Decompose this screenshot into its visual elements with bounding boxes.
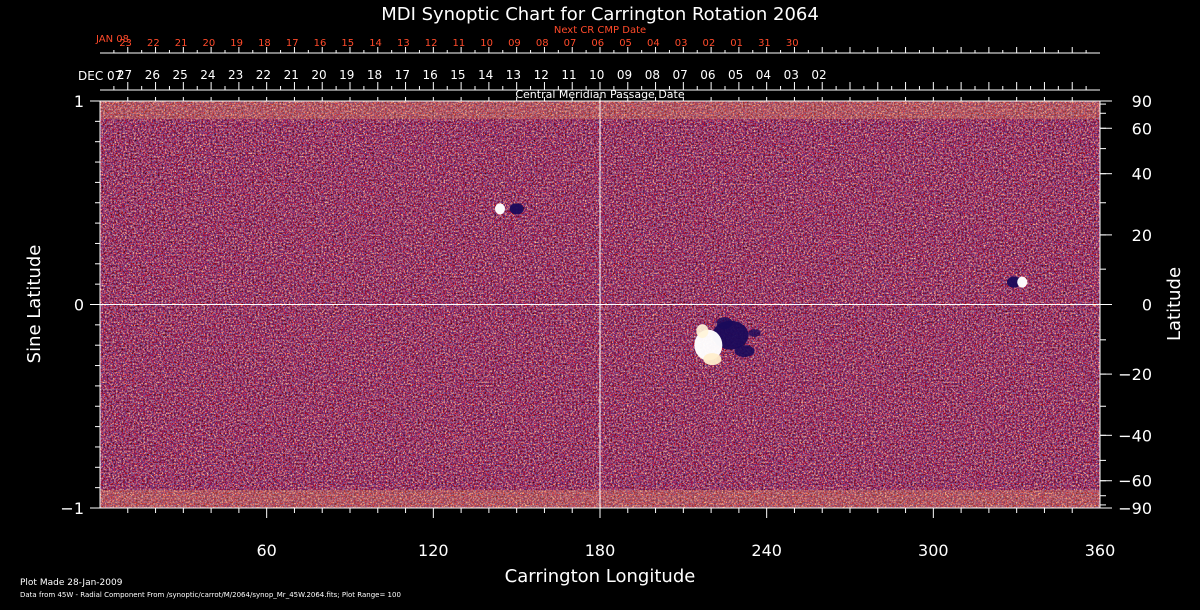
cmp-date-label: 17 bbox=[395, 68, 410, 82]
cmp-date-label: 24 bbox=[200, 68, 215, 82]
cmp-date-label: 05 bbox=[728, 68, 743, 82]
next-cr-date-label: 02 bbox=[703, 38, 716, 49]
cmp-date-label: 02 bbox=[811, 68, 826, 82]
y-right-tick-label: −40 bbox=[1118, 426, 1152, 445]
y-right-tick-label: 90 bbox=[1132, 92, 1152, 111]
y-right-tick-label: 60 bbox=[1132, 119, 1152, 138]
next-cr-date-label: 19 bbox=[230, 38, 243, 49]
next-cr-date-label: 13 bbox=[397, 38, 410, 49]
x-tick-label: 120 bbox=[418, 541, 449, 560]
cmp-date-label: 26 bbox=[145, 68, 160, 82]
next-cr-axis-label: Next CR CMP Date bbox=[554, 25, 646, 36]
next-cr-date-label: 09 bbox=[508, 38, 521, 49]
next-cr-date-label: 22 bbox=[147, 38, 160, 49]
positive-polarity bbox=[495, 203, 505, 215]
cmp-date-label: 12 bbox=[534, 68, 549, 82]
cmp-date-label: 16 bbox=[422, 68, 437, 82]
next-cr-date-label: 10 bbox=[480, 38, 493, 49]
positive-polarity bbox=[703, 353, 722, 366]
negative-polarity bbox=[509, 203, 524, 215]
x-tick-label: 300 bbox=[918, 541, 949, 560]
cmp-date-label: 27 bbox=[117, 68, 132, 82]
x-tick-label: 360 bbox=[1085, 541, 1116, 560]
next-cr-date-label: 21 bbox=[175, 38, 188, 49]
x-axis: 60 120 180 240 300 360 bbox=[127, 97, 1116, 560]
y-right-tick-label: 40 bbox=[1132, 165, 1152, 184]
cmp-date-label: 03 bbox=[784, 68, 799, 82]
negative-polarity bbox=[734, 345, 755, 358]
cmp-date-label: 25 bbox=[172, 68, 187, 82]
next-cr-date-label: 15 bbox=[341, 38, 354, 49]
cmp-date-label: 10 bbox=[589, 68, 604, 82]
cmp-date-label: 21 bbox=[284, 68, 299, 82]
next-cr-date-label: 23 bbox=[119, 38, 132, 49]
cmp-date-label: 04 bbox=[756, 68, 771, 82]
y-left-tick-label: 0 bbox=[74, 296, 84, 315]
cmp-date-label: 08 bbox=[645, 68, 660, 82]
cmp-date-ticks: 27 26 25 24 23 22 21 20 19 18 17 16 15 14 13 12 11 10 09 08… bbox=[113, 68, 1087, 90]
next-cr-date-label: 01 bbox=[730, 38, 743, 49]
y-right-tick-label: −20 bbox=[1118, 365, 1152, 384]
next-cr-date-label: 20 bbox=[203, 38, 216, 49]
cmp-date-label: 09 bbox=[617, 68, 632, 82]
next-cr-date-label: 06 bbox=[591, 38, 604, 49]
data-source-note: Data from 45W - Radial Component From /s… bbox=[20, 591, 401, 599]
next-cr-date-label: 18 bbox=[258, 38, 271, 49]
cmp-date-label: 23 bbox=[228, 68, 243, 82]
next-cr-date-label: 11 bbox=[453, 38, 466, 49]
next-cr-date-label: 17 bbox=[286, 38, 299, 49]
cmp-date-label: 06 bbox=[700, 68, 715, 82]
cmp-date-label: 19 bbox=[339, 68, 354, 82]
negative-polarity bbox=[1006, 276, 1021, 288]
cmp-start-label: DEC 07 bbox=[78, 69, 122, 83]
cmp-date-label: 22 bbox=[256, 68, 271, 82]
next-cr-date-label: 14 bbox=[369, 38, 382, 49]
y-axis-label-left: Sine Latitude bbox=[24, 245, 45, 364]
x-tick-label: 240 bbox=[751, 541, 782, 560]
y-left-tick-label: 1 bbox=[74, 92, 84, 111]
negative-polarity bbox=[748, 329, 761, 338]
positive-polarity bbox=[1017, 276, 1028, 288]
cmp-date-label: 20 bbox=[311, 68, 326, 82]
y-axis-right: 90 60 40 20 0 −20 −40 −60 −90 bbox=[1100, 92, 1152, 518]
next-cr-date-label: 05 bbox=[619, 38, 632, 49]
next-cr-date-label: 08 bbox=[536, 38, 549, 49]
next-cr-date-label: 07 bbox=[564, 38, 577, 49]
next-cr-date-label: 03 bbox=[675, 38, 688, 49]
spot-east bbox=[1006, 276, 1028, 288]
y-axis-label-right: Latitude bbox=[1164, 267, 1185, 341]
x-tick-label: 60 bbox=[256, 541, 276, 560]
y-right-tick-label: 0 bbox=[1142, 296, 1152, 315]
negative-polarity bbox=[716, 317, 733, 330]
next-cr-date-label: 31 bbox=[758, 38, 771, 49]
next-cr-date-ticks: 23 22 21 20 19 18 17 16 15 14 13 12 11 10 09 08 07 06 05 04… bbox=[113, 38, 1087, 53]
next-cr-date-label: 16 bbox=[314, 38, 327, 49]
next-cr-start-label: JAN 08 bbox=[95, 34, 129, 45]
y-right-tick-label: −60 bbox=[1118, 472, 1152, 491]
active-region-north bbox=[495, 203, 524, 215]
y-right-tick-label: 20 bbox=[1132, 226, 1152, 245]
y-left-tick-label: −1 bbox=[60, 499, 84, 518]
cmp-date-label: 15 bbox=[450, 68, 465, 82]
x-tick-label: 180 bbox=[585, 541, 616, 560]
chart-title: MDI Synoptic Chart for Carrington Rotati… bbox=[381, 4, 819, 25]
y-axis-left: 1 0 −1 bbox=[60, 92, 100, 518]
magnetogram-field bbox=[100, 101, 1100, 508]
cmp-date-label: 07 bbox=[672, 68, 687, 82]
next-cr-date-label: 12 bbox=[425, 38, 438, 49]
cmp-axis-label: Central Meridian Passage Date bbox=[515, 88, 684, 101]
y-right-tick-label: −90 bbox=[1118, 499, 1152, 518]
plot-made-note: Plot Made 28-Jan-2009 bbox=[20, 578, 123, 588]
positive-polarity bbox=[696, 324, 709, 339]
active-regions bbox=[495, 203, 1028, 366]
cmp-date-label: 18 bbox=[367, 68, 382, 82]
cmp-date-label: 13 bbox=[506, 68, 521, 82]
active-region-main bbox=[694, 317, 761, 366]
x-axis-label: Carrington Longitude bbox=[505, 566, 696, 587]
cmp-date-label: 11 bbox=[561, 68, 576, 82]
next-cr-date-label: 04 bbox=[647, 38, 660, 49]
cmp-date-label: 14 bbox=[478, 68, 493, 82]
next-cr-date-label: 30 bbox=[786, 38, 799, 49]
